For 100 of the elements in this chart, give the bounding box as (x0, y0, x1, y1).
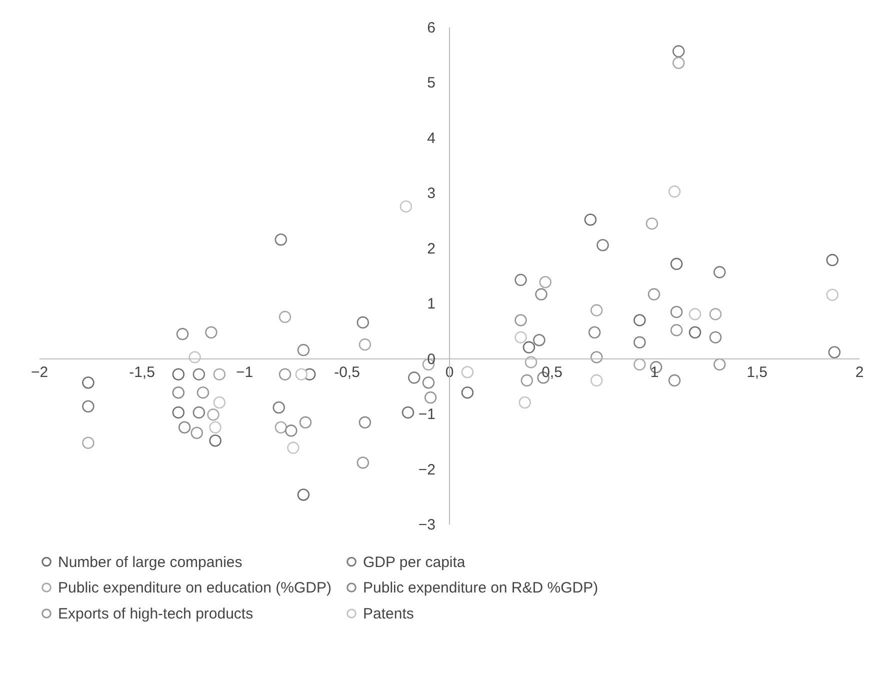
point (192, 406, 206, 419)
point (672, 45, 685, 58)
point (82, 376, 94, 389)
point (172, 386, 185, 399)
point (205, 326, 218, 338)
point (422, 376, 435, 389)
point (82, 400, 94, 412)
point (209, 421, 222, 434)
legend-label: GDP per capita (363, 554, 466, 571)
legend-label: Public expenditure on education (%GDP) (58, 580, 332, 596)
point (588, 326, 601, 338)
point (672, 56, 685, 70)
point (648, 288, 660, 300)
point (713, 266, 726, 278)
y-tick-label: 5 (427, 74, 436, 92)
x-tick-label: -1,5 (129, 364, 155, 381)
point (590, 374, 603, 387)
point (461, 386, 474, 399)
point (461, 366, 474, 378)
y-tick-label: 3 (427, 185, 436, 202)
point (213, 396, 226, 409)
point (584, 214, 597, 226)
y-tick-label: 4 (427, 130, 436, 147)
x-tick-label: 1,5 (746, 364, 768, 381)
point (274, 233, 288, 246)
point (670, 258, 683, 270)
point (524, 356, 538, 368)
point (668, 374, 681, 387)
point (688, 308, 702, 320)
point (209, 434, 222, 447)
point (358, 416, 372, 429)
point (196, 386, 210, 399)
point (646, 217, 658, 230)
point (590, 304, 603, 316)
x-tick-label: −1 (236, 364, 254, 381)
x-tick-label: −2 (30, 364, 48, 381)
point (278, 310, 292, 324)
point (82, 436, 94, 449)
point (176, 328, 189, 340)
point (826, 288, 838, 301)
point (287, 442, 300, 454)
point (272, 401, 285, 414)
point (590, 351, 603, 364)
point (424, 391, 437, 404)
point (356, 316, 370, 329)
point (535, 288, 548, 300)
legend-label: Patents (363, 606, 414, 622)
point (514, 314, 527, 326)
point (709, 331, 722, 344)
y-tick-label: 1 (427, 296, 436, 313)
point (297, 488, 310, 501)
legend-label: Exports of high-tech products (58, 606, 254, 622)
y-tick-label: −2 (418, 461, 436, 478)
legend-label: Number of large companies (58, 554, 242, 571)
point (408, 372, 420, 384)
point (670, 306, 683, 318)
y-tick-label: −3 (418, 516, 436, 534)
point (520, 374, 534, 387)
point (539, 276, 552, 288)
legend-label: Public expenditure on R&D %GDP) (363, 580, 598, 596)
point (192, 368, 206, 380)
x-tick-label: 2 (855, 364, 864, 381)
point (634, 314, 646, 326)
point (634, 336, 646, 348)
point (826, 254, 838, 266)
point (358, 338, 372, 351)
y-tick-label: 2 (427, 240, 436, 258)
x-tick-label: 0,5 (542, 364, 562, 381)
point (295, 368, 308, 380)
point (297, 344, 310, 356)
point (596, 239, 609, 252)
point (285, 424, 298, 437)
point (713, 358, 726, 371)
point (514, 274, 527, 286)
point (514, 331, 527, 344)
point (400, 200, 412, 213)
point (402, 406, 414, 419)
point (533, 334, 546, 346)
point (634, 358, 646, 371)
point (709, 308, 722, 320)
point (207, 408, 220, 421)
point (522, 341, 536, 354)
point (178, 421, 191, 434)
point (213, 368, 226, 380)
point (668, 185, 681, 198)
y-tick-label: 6 (427, 20, 436, 36)
y-tick-label: −1 (418, 406, 436, 424)
point (299, 416, 312, 429)
point (172, 406, 185, 419)
point (356, 456, 370, 469)
point (188, 351, 201, 364)
point (190, 426, 203, 439)
point (518, 396, 531, 409)
y-tick-label: 0 (427, 350, 436, 368)
x-tick-label: -0,5 (334, 364, 360, 381)
point (688, 326, 702, 338)
point (172, 368, 185, 380)
point (828, 346, 841, 358)
point (670, 324, 683, 336)
point (278, 368, 292, 380)
